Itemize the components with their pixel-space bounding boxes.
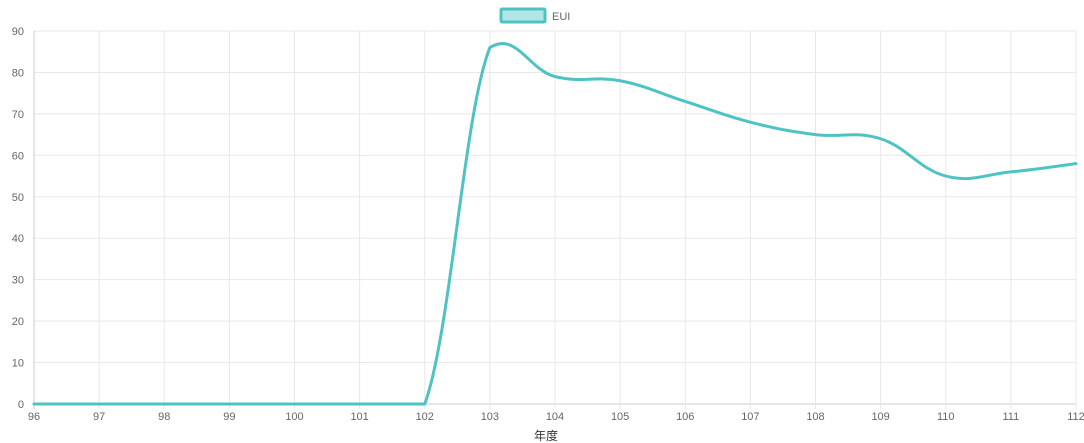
- data-point[interactable]: [357, 401, 363, 407]
- data-point[interactable]: [226, 401, 232, 407]
- data-point[interactable]: [31, 401, 37, 407]
- data-point[interactable]: [1008, 169, 1014, 175]
- data-point[interactable]: [1073, 161, 1079, 167]
- x-tick-label: 109: [871, 411, 889, 423]
- x-tick-label: 103: [481, 411, 499, 423]
- x-tick-label: 112: [1067, 411, 1084, 423]
- data-point[interactable]: [943, 173, 949, 179]
- data-point[interactable]: [552, 74, 558, 80]
- data-point[interactable]: [682, 98, 688, 104]
- x-tick-label: 101: [350, 411, 368, 423]
- x-tick-label: 96: [28, 411, 40, 423]
- data-point[interactable]: [813, 132, 819, 138]
- y-tick-label: 10: [12, 358, 24, 370]
- legend-label-eui[interactable]: EUI: [552, 11, 570, 23]
- data-point[interactable]: [292, 401, 298, 407]
- axes: 0 10 20 30 40 50 60 70 80 90 96 97 98 99 100 101 102 103 1…: [12, 26, 1084, 423]
- x-tick-label: 100: [285, 411, 303, 423]
- grid-lines: [33, 30, 1077, 409]
- data-point[interactable]: [617, 78, 623, 84]
- x-tick-label: 111: [1003, 411, 1020, 423]
- x-tick-label: 106: [676, 411, 694, 423]
- y-tick-label: 90: [12, 26, 24, 38]
- data-point[interactable]: [96, 401, 102, 407]
- data-point[interactable]: [747, 119, 753, 125]
- y-tick-label: 50: [12, 192, 24, 204]
- y-tick-label: 60: [12, 150, 24, 162]
- x-tick-label: 104: [546, 411, 564, 423]
- y-tick-label: 80: [12, 67, 24, 79]
- x-tick-label: 99: [223, 411, 235, 423]
- x-tick-label: 110: [937, 411, 955, 423]
- data-point[interactable]: [878, 136, 884, 142]
- legend[interactable]: EUI: [499, 7, 570, 24]
- data-point[interactable]: [422, 401, 428, 407]
- x-tick-label: 97: [93, 411, 105, 423]
- x-tick-label: 98: [158, 411, 170, 423]
- series-layer: [31, 42, 1079, 407]
- x-tick-label: 102: [416, 411, 434, 423]
- y-tick-label: 70: [12, 109, 24, 121]
- x-tick-label: 105: [611, 411, 629, 423]
- y-tick-label: 30: [12, 275, 24, 287]
- y-tick-label: 20: [12, 316, 24, 328]
- series-line-eui: [32, 42, 1078, 406]
- data-point[interactable]: [487, 45, 493, 51]
- x-axis-title: 年度: [534, 428, 558, 443]
- data-point[interactable]: [161, 401, 167, 407]
- y-tick-label: 0: [18, 399, 24, 411]
- x-tick-label: 108: [806, 411, 824, 423]
- y-tick-label: 40: [12, 233, 24, 245]
- legend-swatch[interactable]: [499, 7, 547, 24]
- x-tick-label: 107: [741, 411, 759, 423]
